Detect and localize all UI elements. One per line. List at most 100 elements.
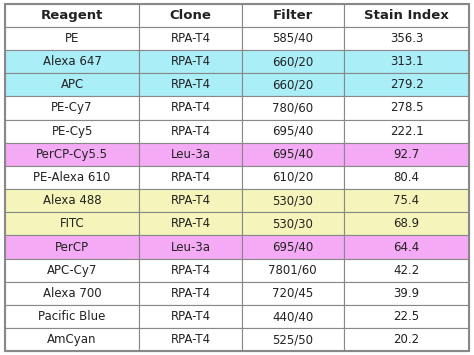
Text: 530/30: 530/30 bbox=[272, 217, 313, 230]
Text: 68.9: 68.9 bbox=[393, 217, 419, 230]
Text: Alexa 700: Alexa 700 bbox=[43, 287, 101, 300]
Bar bbox=[5, 4, 139, 27]
Text: Reagent: Reagent bbox=[41, 9, 103, 22]
Text: PE-Cy7: PE-Cy7 bbox=[51, 102, 93, 114]
Text: Leu-3a: Leu-3a bbox=[171, 148, 210, 161]
Text: 660/20: 660/20 bbox=[272, 55, 313, 68]
Text: 720/45: 720/45 bbox=[272, 287, 313, 300]
Text: RPA-T4: RPA-T4 bbox=[171, 194, 210, 207]
Text: Clone: Clone bbox=[170, 9, 211, 22]
Text: RPA-T4: RPA-T4 bbox=[171, 310, 210, 323]
Bar bbox=[242, 305, 344, 328]
Bar bbox=[344, 259, 469, 282]
Bar bbox=[242, 328, 344, 351]
Bar bbox=[344, 73, 469, 96]
Bar bbox=[344, 166, 469, 189]
Text: RPA-T4: RPA-T4 bbox=[171, 287, 210, 300]
Text: 64.4: 64.4 bbox=[393, 241, 419, 253]
Bar bbox=[5, 50, 139, 73]
Bar bbox=[5, 143, 139, 166]
Bar bbox=[5, 305, 139, 328]
Bar bbox=[139, 73, 242, 96]
Text: RPA-T4: RPA-T4 bbox=[171, 102, 210, 114]
Text: Pacific Blue: Pacific Blue bbox=[38, 310, 106, 323]
Text: 278.5: 278.5 bbox=[390, 102, 423, 114]
Bar bbox=[139, 143, 242, 166]
Text: 780/60: 780/60 bbox=[272, 102, 313, 114]
Bar bbox=[139, 259, 242, 282]
Bar bbox=[242, 120, 344, 143]
Text: Alexa 488: Alexa 488 bbox=[43, 194, 101, 207]
Bar bbox=[139, 4, 242, 27]
Text: 20.2: 20.2 bbox=[393, 333, 419, 346]
Text: RPA-T4: RPA-T4 bbox=[171, 55, 210, 68]
Text: PE: PE bbox=[65, 32, 79, 45]
Bar bbox=[5, 166, 139, 189]
Text: PE-Alexa 610: PE-Alexa 610 bbox=[34, 171, 111, 184]
Bar bbox=[5, 328, 139, 351]
Text: APC-Cy7: APC-Cy7 bbox=[47, 264, 97, 277]
Bar bbox=[5, 120, 139, 143]
Bar bbox=[5, 212, 139, 235]
Text: 356.3: 356.3 bbox=[390, 32, 423, 45]
Bar bbox=[242, 259, 344, 282]
Bar bbox=[242, 4, 344, 27]
Text: 530/30: 530/30 bbox=[272, 194, 313, 207]
Text: 39.9: 39.9 bbox=[393, 287, 419, 300]
Text: 695/40: 695/40 bbox=[272, 125, 313, 138]
Text: AmCyan: AmCyan bbox=[47, 333, 97, 346]
Text: 92.7: 92.7 bbox=[393, 148, 419, 161]
Text: FITC: FITC bbox=[60, 217, 84, 230]
Bar bbox=[242, 166, 344, 189]
Bar bbox=[242, 73, 344, 96]
Text: RPA-T4: RPA-T4 bbox=[171, 264, 210, 277]
Text: RPA-T4: RPA-T4 bbox=[171, 125, 210, 138]
Bar bbox=[344, 282, 469, 305]
Text: PerCP-Cy5.5: PerCP-Cy5.5 bbox=[36, 148, 108, 161]
Text: 525/50: 525/50 bbox=[272, 333, 313, 346]
Bar bbox=[344, 50, 469, 73]
Text: 440/40: 440/40 bbox=[272, 310, 313, 323]
Bar bbox=[139, 282, 242, 305]
Bar bbox=[5, 235, 139, 259]
Text: PerCP: PerCP bbox=[55, 241, 89, 253]
Bar bbox=[139, 212, 242, 235]
Bar bbox=[344, 305, 469, 328]
Text: RPA-T4: RPA-T4 bbox=[171, 217, 210, 230]
Bar bbox=[139, 166, 242, 189]
Text: 42.2: 42.2 bbox=[393, 264, 419, 277]
Bar bbox=[139, 120, 242, 143]
Text: RPA-T4: RPA-T4 bbox=[171, 333, 210, 346]
Text: 7801/60: 7801/60 bbox=[268, 264, 317, 277]
Text: 80.4: 80.4 bbox=[393, 171, 419, 184]
Bar bbox=[242, 96, 344, 120]
Text: 22.5: 22.5 bbox=[393, 310, 419, 323]
Bar bbox=[139, 189, 242, 212]
Text: Stain Index: Stain Index bbox=[364, 9, 449, 22]
Bar bbox=[139, 235, 242, 259]
Bar bbox=[139, 305, 242, 328]
Bar bbox=[242, 189, 344, 212]
Text: APC: APC bbox=[61, 78, 84, 91]
Text: 660/20: 660/20 bbox=[272, 78, 313, 91]
Bar bbox=[5, 282, 139, 305]
Bar bbox=[344, 328, 469, 351]
Bar bbox=[139, 96, 242, 120]
Bar bbox=[5, 96, 139, 120]
Bar bbox=[344, 235, 469, 259]
Bar bbox=[344, 143, 469, 166]
Text: RPA-T4: RPA-T4 bbox=[171, 78, 210, 91]
Text: 75.4: 75.4 bbox=[393, 194, 419, 207]
Text: 695/40: 695/40 bbox=[272, 241, 313, 253]
Bar bbox=[5, 73, 139, 96]
Text: 279.2: 279.2 bbox=[390, 78, 423, 91]
Text: PE-Cy5: PE-Cy5 bbox=[51, 125, 93, 138]
Text: Alexa 647: Alexa 647 bbox=[43, 55, 101, 68]
Text: Filter: Filter bbox=[273, 9, 313, 22]
Bar bbox=[344, 96, 469, 120]
Text: 313.1: 313.1 bbox=[390, 55, 423, 68]
Bar bbox=[344, 27, 469, 50]
Bar bbox=[344, 4, 469, 27]
Bar bbox=[139, 27, 242, 50]
Bar bbox=[5, 259, 139, 282]
